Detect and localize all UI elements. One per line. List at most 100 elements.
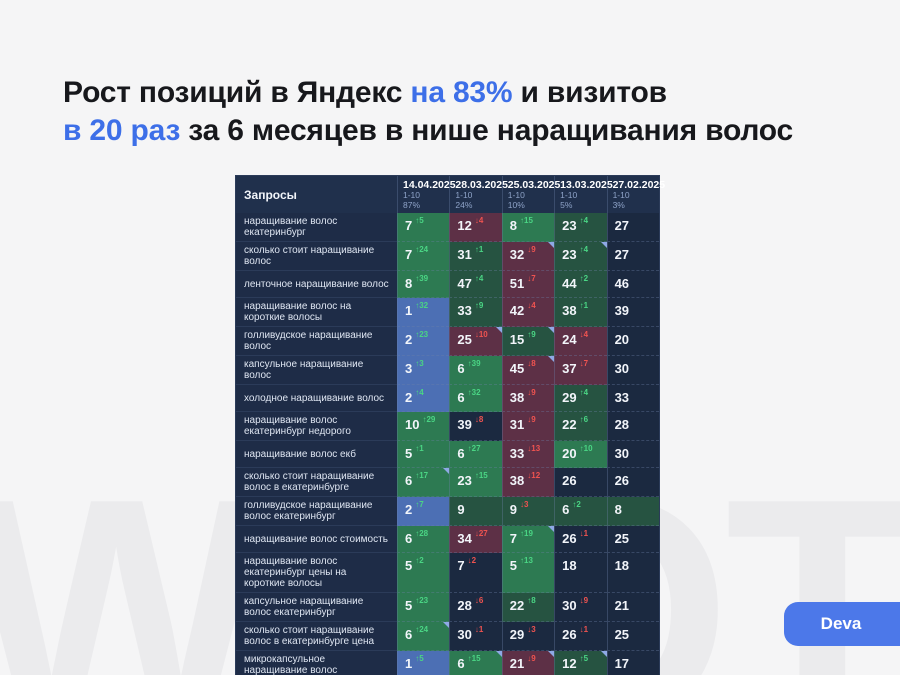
position-cell: 5 ↑13 [501, 553, 555, 593]
position-delta-up: ↑9 [474, 301, 484, 310]
position-cell: 38 ↑1 [554, 298, 607, 327]
position-cell: 39 ↓8 [449, 412, 502, 441]
position-value: 6 [405, 473, 413, 488]
table-row: микрокапсульное наращивание волос 1 ↑5 6 ↑15… [236, 651, 659, 675]
query-cell: наращивание волос стоимость [236, 526, 397, 553]
position-value: 38 [562, 303, 577, 318]
position-cell: 18 [554, 553, 607, 593]
position-value: 31 [509, 417, 525, 432]
position-value: 9 [457, 502, 465, 517]
column-header-date-3: 13.03.2025 1-10 5% [554, 176, 613, 213]
position-value: 8 [405, 276, 413, 291]
position-delta-down: ↓1 [579, 625, 589, 634]
query-cell: голливудское наращивание волос екатеринб… [236, 497, 397, 526]
query-cell: наращивание волос на короткие волосы [236, 298, 397, 327]
position-cell: 29 ↓3 [501, 622, 555, 651]
position-delta-up: ↑13 [520, 556, 533, 565]
position-delta-down: ↓9 [579, 596, 589, 605]
position-delta-down: ↓6 [474, 596, 484, 605]
position-delta-down: ↓12 [527, 471, 541, 480]
position-delta-up: ↑1 [474, 245, 484, 254]
position-cell: 46 [606, 271, 659, 298]
position-delta-down: ↓10 [474, 330, 488, 339]
position-cell: 29 ↑4 [554, 385, 607, 412]
column-header-queries: Запросы [244, 187, 297, 202]
position-delta-up: ↑9 [527, 330, 536, 339]
position-cell: 8 ↑39 [397, 271, 450, 298]
position-delta-up: ↑24 [415, 245, 429, 254]
deva-button[interactable]: Deva [784, 602, 900, 646]
position-value: 10 [405, 417, 420, 432]
position-delta-up: ↑23 [415, 330, 429, 339]
column-header-date-4: 27.02.2025 1-10 3% [606, 176, 665, 213]
position-value: 26 [562, 473, 577, 488]
table-row: голливудское наращивание волос екатеринб… [236, 497, 659, 526]
position-cell: 6 ↑27 [449, 441, 502, 468]
position-delta-down: ↓7 [579, 359, 589, 368]
position-cell: 31 ↓9 [501, 412, 555, 441]
position-cell: 15 ↑9 [501, 327, 555, 356]
position-cell: 5 ↑2 [397, 553, 450, 593]
position-value: 34 [457, 531, 472, 546]
position-cell: 28 [606, 412, 659, 441]
position-cell: 6 ↑15 [449, 651, 503, 675]
position-cell: 31 ↑1 [449, 242, 502, 271]
position-delta-up: ↑5 [415, 216, 424, 225]
position-value: 5 [405, 446, 413, 461]
position-value: 7 [405, 218, 413, 233]
position-cell: 26 ↓1 [554, 526, 607, 553]
position-cell: 25 ↓10 [449, 327, 503, 356]
position-cell: 23 ↑15 [449, 468, 502, 497]
position-value: 37 [562, 361, 577, 376]
position-value: 25 [457, 332, 472, 347]
position-cell: 6 ↑32 [449, 385, 502, 412]
position-value: 46 [614, 276, 630, 291]
position-value: 6 [457, 361, 465, 376]
position-value: 22 [509, 598, 525, 613]
position-cell: 27 [606, 213, 659, 242]
position-cell: 12 ↓4 [449, 213, 502, 242]
position-cell: 22 ↑6 [554, 412, 607, 441]
position-value: 7 [457, 558, 465, 573]
table-row: капсульное наращивание волос екатеринбур… [236, 593, 659, 622]
column-header-date-1: 28.03.2025 1-10 24% [449, 176, 508, 213]
position-delta-up: ↑15 [520, 216, 533, 225]
position-cell: 7 ↓2 [449, 553, 502, 593]
position-value: 8 [614, 502, 622, 517]
position-cell: 9 ↓3 [501, 497, 555, 526]
position-delta-up: ↑5 [415, 654, 424, 663]
position-cell: 7 ↑5 [397, 213, 450, 242]
position-cell: 30 [606, 441, 659, 468]
position-value: 2 [405, 502, 413, 517]
position-value: 31 [457, 247, 472, 262]
position-value: 23 [562, 218, 577, 233]
position-value: 23 [457, 473, 472, 488]
table-row: наращивание волос екатеринбург 7 ↑5 12 ↓4 8 ↑1… [236, 213, 659, 242]
position-value: 9 [509, 502, 518, 517]
position-delta-up: ↑10 [579, 444, 593, 453]
position-cell: 21 [606, 593, 659, 622]
position-value: 27 [614, 218, 630, 233]
position-cell: 39 [606, 298, 659, 327]
position-cell: 18 [606, 553, 659, 593]
table-row: сколько стоит наращивание волос в екатер… [236, 622, 659, 651]
position-delta-up: ↑1 [579, 301, 589, 310]
position-cell: 2 ↑7 [397, 497, 450, 526]
position-cell: 3 ↑3 [397, 356, 450, 385]
position-delta-up: ↑4 [415, 388, 424, 397]
position-cell: 33 ↑9 [449, 298, 502, 327]
position-value: 20 [562, 446, 577, 461]
query-cell: сколько стоит наращивание волос в екатер… [236, 468, 397, 497]
position-delta-up: ↑3 [415, 359, 424, 368]
position-value: 51 [509, 276, 525, 291]
position-delta-down: ↓7 [527, 274, 536, 283]
position-value: 29 [509, 627, 525, 642]
position-cell: 20 [606, 327, 659, 356]
position-cell: 6 ↑2 [554, 497, 607, 526]
position-value: 30 [562, 598, 577, 613]
position-delta-up: ↑15 [467, 654, 481, 663]
position-value: 25 [614, 531, 630, 546]
position-value: 26 [562, 627, 577, 642]
position-cell: 32 ↓9 [501, 242, 555, 271]
position-value: 20 [614, 332, 630, 347]
